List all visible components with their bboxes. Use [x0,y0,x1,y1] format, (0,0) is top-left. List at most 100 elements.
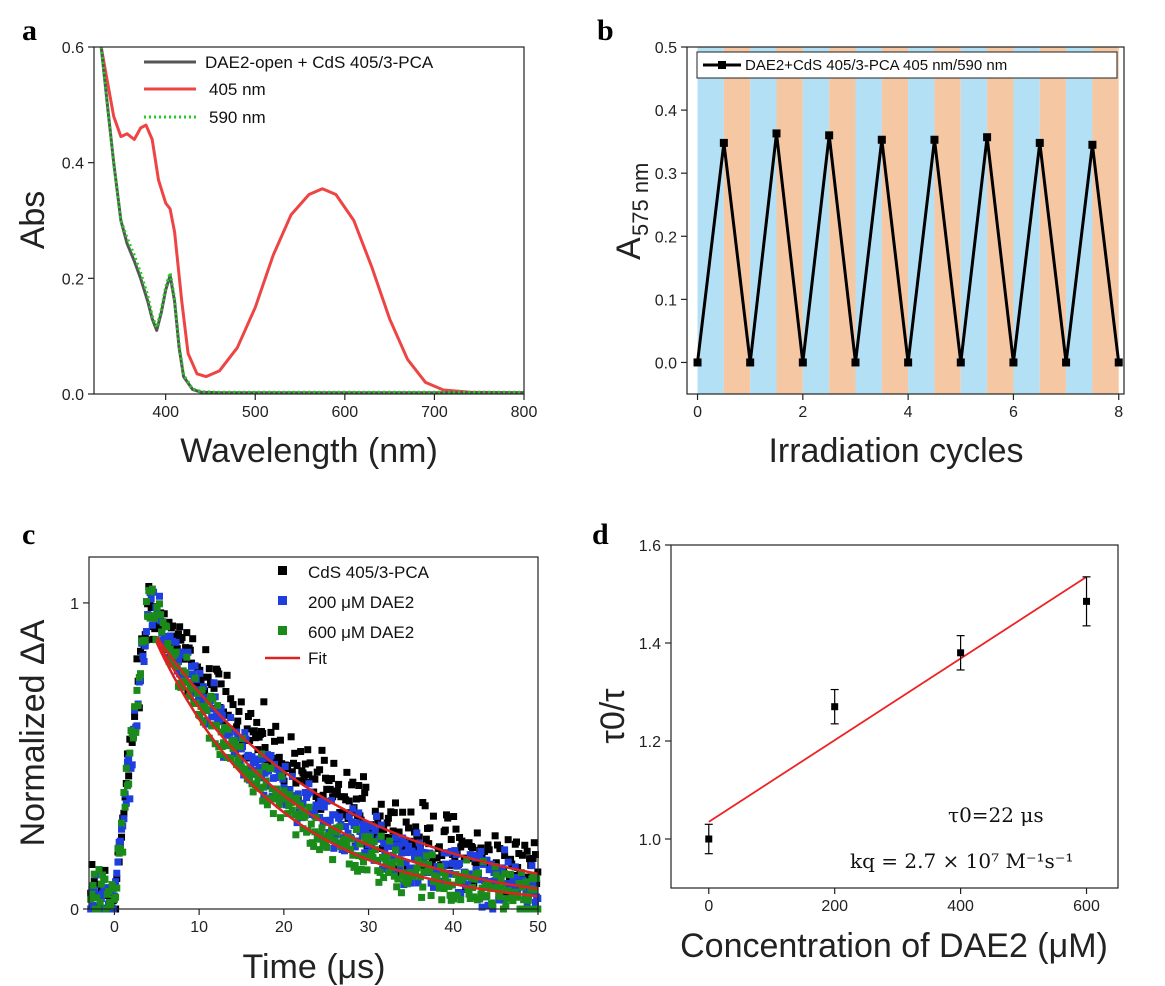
panel-c-data-point [413,829,421,837]
panel-c-data-point [147,595,155,603]
panel-c-data-point [304,746,312,754]
panel-c-data-point [407,808,415,816]
panel-c-data-point [459,840,467,848]
panel-c-data-point [376,812,384,820]
panel-c-data-point [154,621,162,629]
panel-c-data-point [498,884,506,892]
panel-c-data-point [224,725,232,733]
panel-c-data-point [470,893,478,901]
panel-c-data-point [399,834,407,842]
panel-c-data-point [371,807,379,815]
panel-c-x-axis-label: Time (μs) [243,948,386,986]
panel-c-data-point [435,843,443,851]
panel-c-data-point [122,764,130,772]
panel-c-data-point [295,777,303,785]
panel-b-y-tick-label: 0.1 [655,292,677,309]
panel-c-data-point [483,856,491,864]
panel-c-data-point [365,821,373,829]
panel-c-data-point [399,808,407,816]
panel-c-data-point [471,858,479,866]
panel-c-data-point [133,655,141,663]
panel-c-x-tick-label: 10 [190,919,208,936]
panel-c-data-point [409,864,417,872]
panel-c-data-point [305,780,313,788]
panel-c-data-point [395,855,403,863]
panel-c-data-point [183,629,191,637]
panel-b-y-tick-label: 0.0 [655,355,677,372]
panel-c-data-point [359,773,367,781]
panel-c-data-point [244,751,252,759]
panel-c-data-point [128,738,136,746]
panel-c-data-point [147,604,155,612]
panel-c-data-point [291,810,299,818]
panel-c-data-point [196,712,204,720]
panel-c-data-point [425,840,433,848]
panel-c-data-point [133,722,141,730]
panel-c-data-point [371,846,379,854]
panel-c-data-point [306,788,314,796]
panel-c-data-point [348,835,356,843]
panel-b-data-point [693,358,702,367]
panel-c-data-point [237,698,245,706]
panel-c-data-point [465,870,473,878]
panel-d-kq-annotation: kq = 2.7 × 10⁷ M⁻¹s⁻¹ [850,849,1073,873]
panel-c-data-point [492,859,500,867]
band-590nm [934,47,961,394]
panel-c-data-point [368,849,376,857]
panel-c-data-point [112,878,120,886]
panel-c-data-point [457,889,465,897]
panel-c-data-point [198,673,206,681]
panel-c-data-point [125,780,133,788]
panel-c-data-point [286,791,294,799]
panel-c-data-point [427,892,435,900]
panel-c-data-point [499,896,507,904]
panel-c-data-point [384,868,392,876]
panel-c-data-point [284,810,292,818]
panel-c-data-point [293,762,301,770]
panel-c-data-point [394,875,402,883]
panel-b-y-axis-label-main: A [610,237,648,260]
panel-b-data-point [798,358,807,367]
panel-c-data-point [431,868,439,876]
panel-c-data-point [288,806,296,814]
panel-c-data-point [272,774,280,782]
panel-c-data-point [504,887,512,895]
panel-c-data-point [426,866,434,874]
panel-c-data-point [197,702,205,710]
panel-d-data-point [705,835,713,843]
panel-c-data-point [400,843,408,851]
panel-c-data-point [220,753,228,761]
panel-c-data-point [311,828,319,836]
panel-label-b: b [597,14,614,47]
panel-c-data-point [121,803,129,811]
panel-c-data-point [280,787,288,795]
panel-c-data-point [524,896,532,904]
panel-a-legend: DAE2-open + CdS 405/3-PCA 405 nm 590 nm [144,53,434,127]
panel-c-data-point [123,758,131,766]
panel-c-data-point [494,883,502,891]
panel-c-data-point [316,766,324,774]
panel-c-data-point [355,809,363,817]
panel-c-data-point [526,855,534,863]
panel-c-data-point [361,789,369,797]
panel-c-data-point [522,886,530,894]
panel-c-data-point [354,867,362,875]
panel-c-data-point [378,845,386,853]
panel-c-data-point [326,785,334,793]
panel-c-data-point [281,763,289,771]
panel-c-data-point [405,824,413,832]
panel-c-data-point [343,842,351,850]
panel-c-data-point [344,833,352,841]
panel-c-data-point [208,713,216,721]
panel-c-data-point [247,769,255,777]
panel-c-data-point [99,890,107,898]
panel-c-data-point [359,820,367,828]
panel-b-y-axis-label-sub: 575 nm [628,163,653,236]
panel-c-data-point [364,853,372,861]
panel-c-data-point [204,673,212,681]
panel-c-data-point [336,813,344,821]
panel-d-y-tick-label: 1.4 [639,636,661,653]
panel-a-frame [93,46,525,395]
panel-c-data-point [178,633,186,641]
